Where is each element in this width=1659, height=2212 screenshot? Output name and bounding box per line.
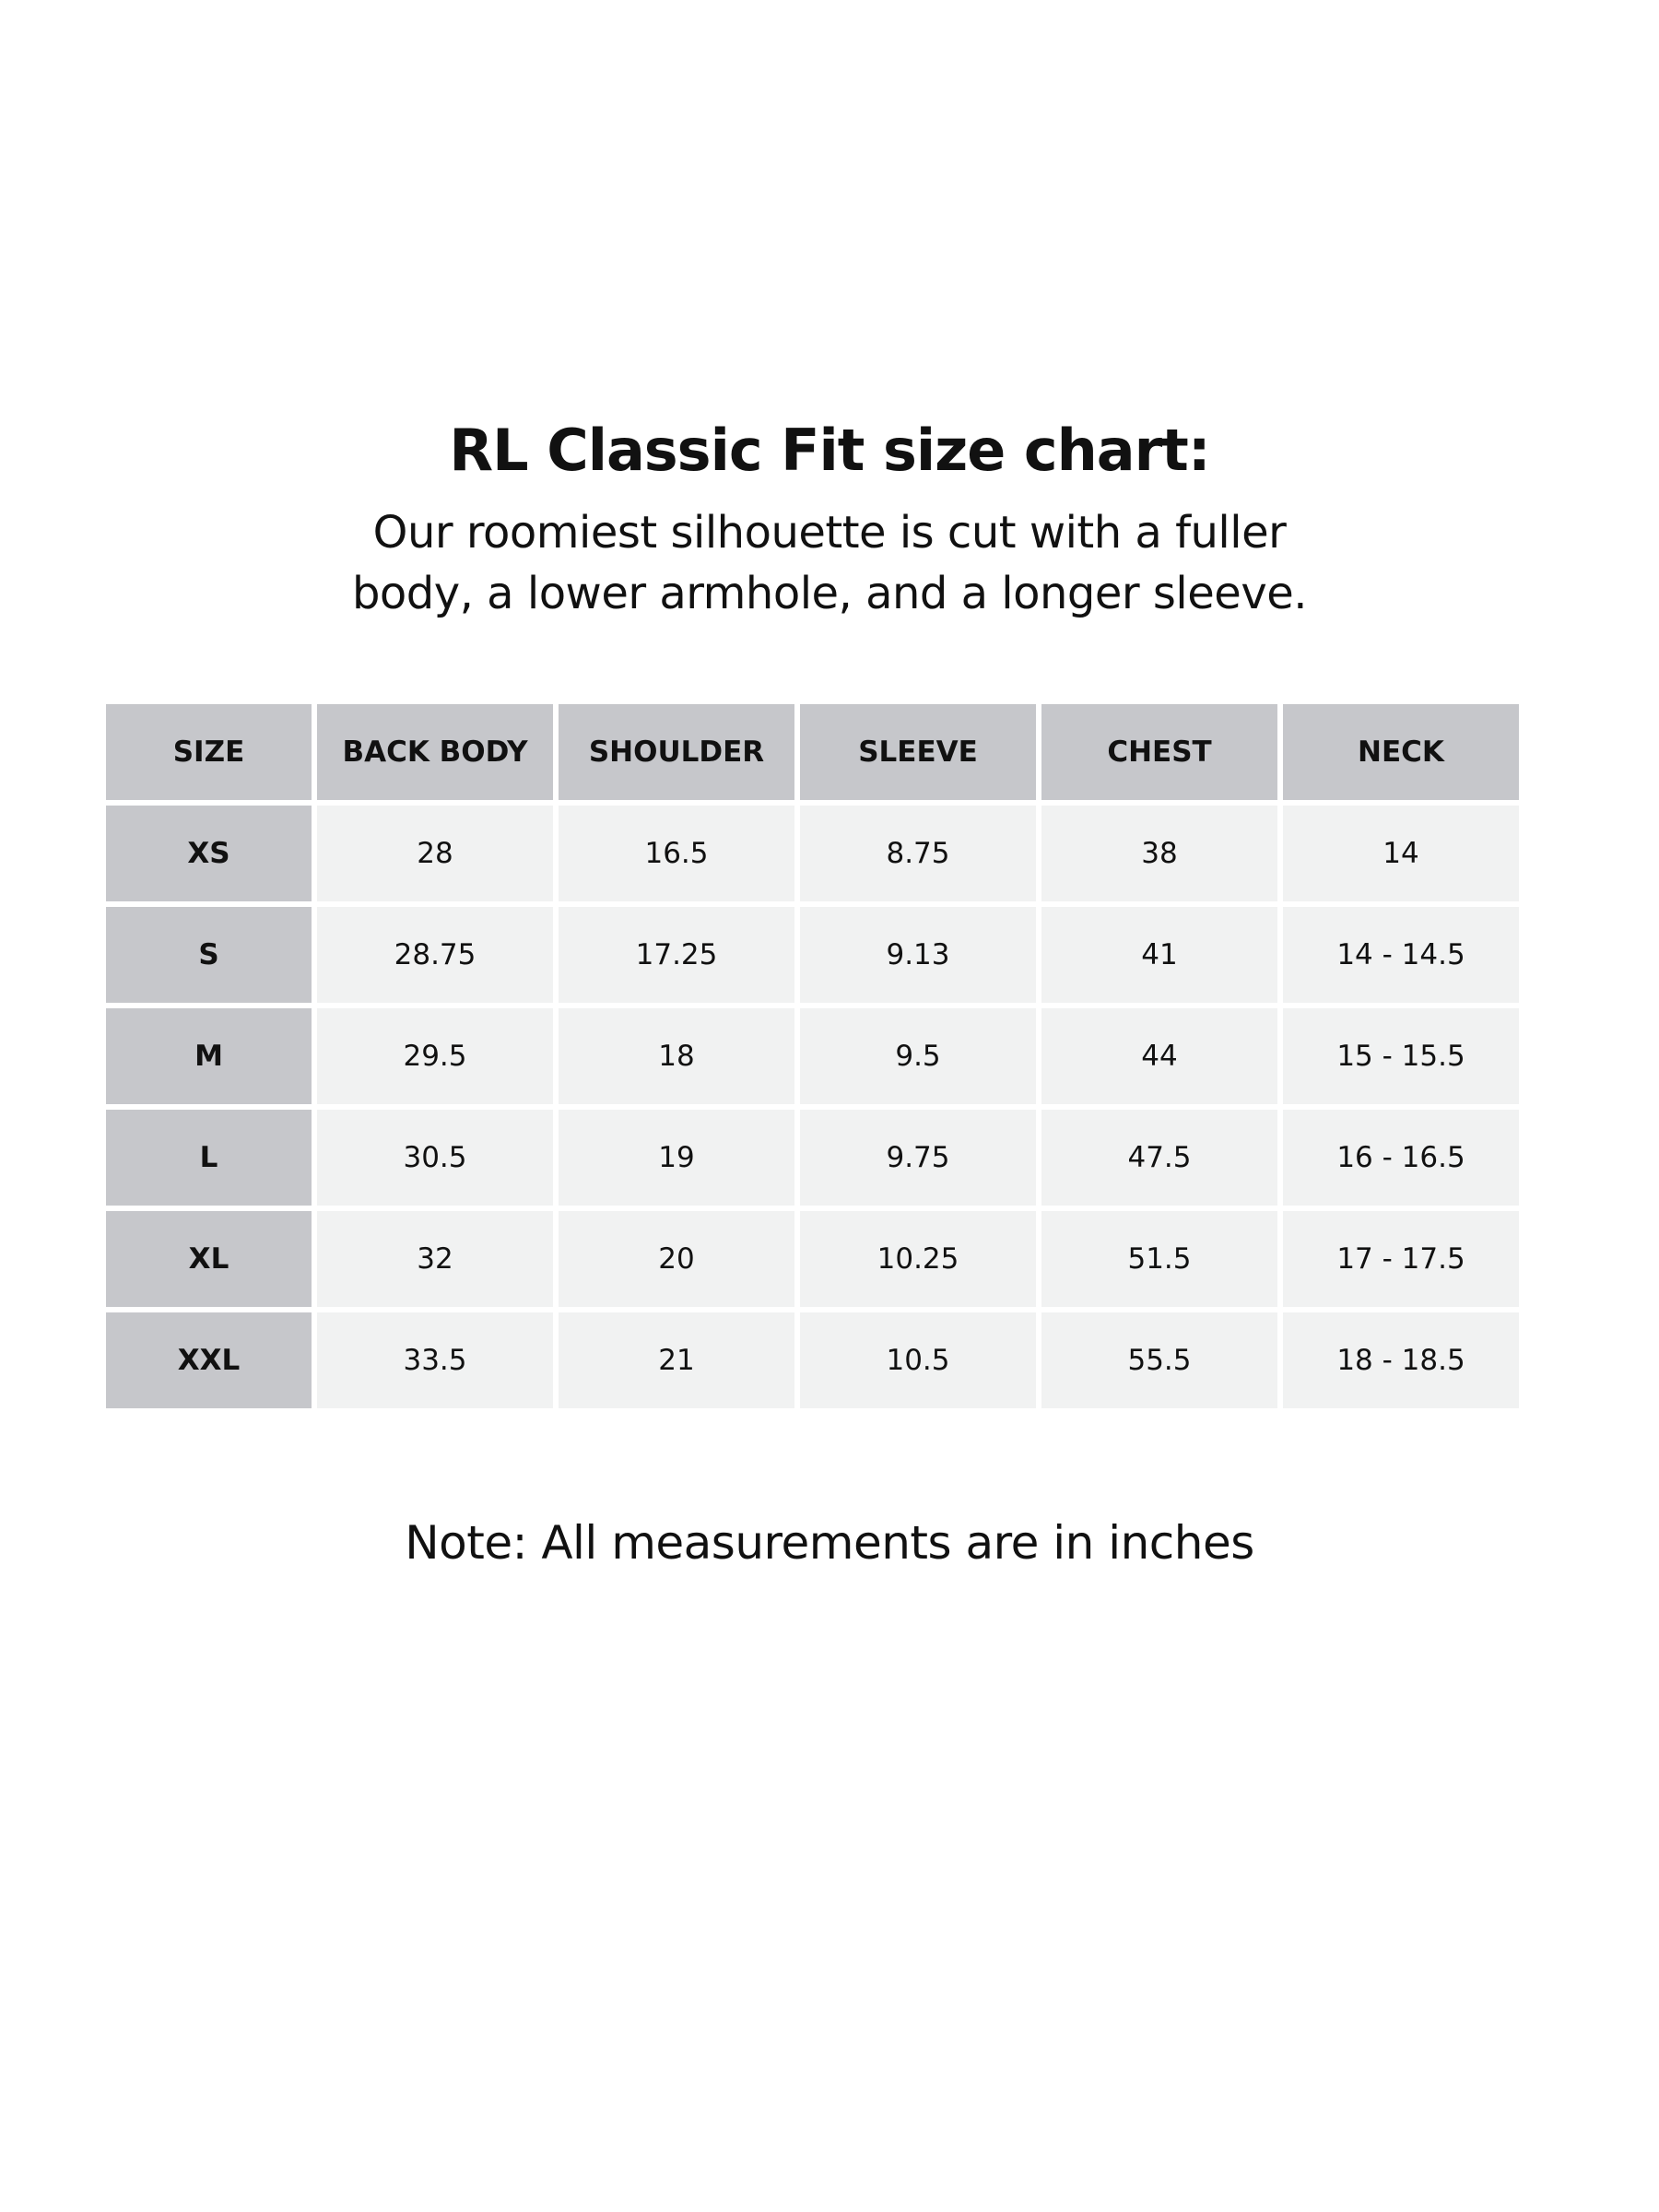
measurement-note: Note: All measurements are in inches: [405, 1516, 1254, 1570]
table-cell: 47.5: [1041, 1110, 1277, 1206]
table-cell: 8.75: [800, 806, 1036, 901]
table-cell: 15 - 15.5: [1283, 1008, 1519, 1104]
table-cell: 44: [1041, 1008, 1277, 1104]
table-cell: 17 - 17.5: [1283, 1211, 1519, 1307]
table-row: XXL 33.5 21 10.5 55.5 18 - 18.5: [106, 1312, 1519, 1408]
subtitle-line: Our roomiest silhouette is cut with a fu…: [372, 507, 1287, 559]
table-cell: 9.75: [800, 1110, 1036, 1206]
table-cell: 16 - 16.5: [1283, 1110, 1519, 1206]
table-cell: 19: [559, 1110, 794, 1206]
table-cell: 32: [317, 1211, 553, 1307]
table-cell: 10.5: [800, 1312, 1036, 1408]
size-label: M: [106, 1008, 312, 1104]
size-label: L: [106, 1110, 312, 1206]
table-cell: 41: [1041, 907, 1277, 1003]
table-cell: 18 - 18.5: [1283, 1312, 1519, 1408]
table-cell: 30.5: [317, 1110, 553, 1206]
page-title: RL Classic Fit size chart:: [449, 417, 1210, 484]
table-cell: 9.13: [800, 907, 1036, 1003]
table-row: XS 28 16.5 8.75 38 14: [106, 806, 1519, 901]
table-row: L 30.5 19 9.75 47.5 16 - 16.5: [106, 1110, 1519, 1206]
table-cell: 17.25: [559, 907, 794, 1003]
table-row: XL 32 20 10.25 51.5 17 - 17.5: [106, 1211, 1519, 1307]
table-cell: 51.5: [1041, 1211, 1277, 1307]
subtitle-line: body, a lower armhole, and a longer slee…: [351, 568, 1308, 619]
table-row: S 28.75 17.25 9.13 41 14 - 14.5: [106, 907, 1519, 1003]
column-header: NECK: [1283, 704, 1519, 800]
column-header: SLEEVE: [800, 704, 1036, 800]
table-header-row: SIZE BACK BODY SHOULDER SLEEVE CHEST NECK: [106, 704, 1519, 800]
table-cell: 10.25: [800, 1211, 1036, 1307]
table-cell: 18: [559, 1008, 794, 1104]
table-cell: 14: [1283, 806, 1519, 901]
size-chart-table: SIZE BACK BODY SHOULDER SLEEVE CHEST NECK XS 2…: [100, 699, 1524, 1414]
table-cell: 28.75: [317, 907, 553, 1003]
subtitle: Our roomiest silhouette is cut with a fu…: [0, 502, 1659, 624]
table-cell: 33.5: [317, 1312, 553, 1408]
table-cell: 29.5: [317, 1008, 553, 1104]
table-cell: 28: [317, 806, 553, 901]
size-label: XS: [106, 806, 312, 901]
column-header: SIZE: [106, 704, 312, 800]
column-header: SHOULDER: [559, 704, 794, 800]
table-cell: 55.5: [1041, 1312, 1277, 1408]
size-label: XXL: [106, 1312, 312, 1408]
table-row: M 29.5 18 9.5 44 15 - 15.5: [106, 1008, 1519, 1104]
column-header: BACK BODY: [317, 704, 553, 800]
column-header: CHEST: [1041, 704, 1277, 800]
table-cell: 16.5: [559, 806, 794, 901]
size-label: XL: [106, 1211, 312, 1307]
table-cell: 38: [1041, 806, 1277, 901]
table-cell: 20: [559, 1211, 794, 1307]
table-cell: 21: [559, 1312, 794, 1408]
table-cell: 9.5: [800, 1008, 1036, 1104]
table-cell: 14 - 14.5: [1283, 907, 1519, 1003]
size-label: S: [106, 907, 312, 1003]
